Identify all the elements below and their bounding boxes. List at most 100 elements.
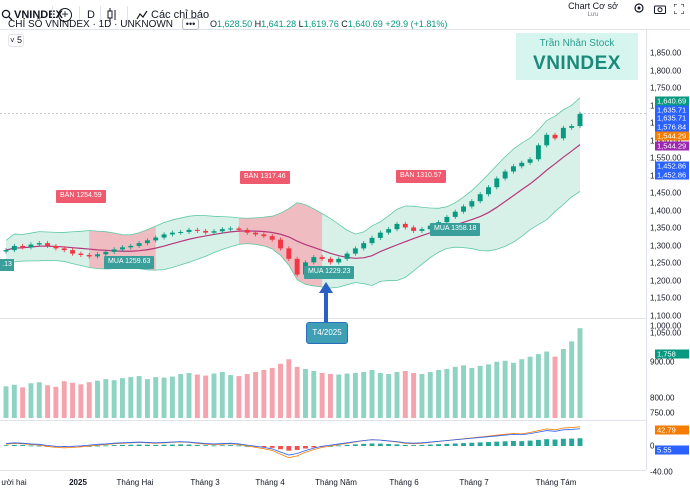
macd-histogram-bar — [111, 445, 117, 446]
open-label: O — [210, 19, 218, 29]
macd-histogram-bar — [186, 444, 192, 446]
candle-body — [444, 216, 450, 223]
left-price-tag: .13 — [0, 259, 14, 271]
volume-bar — [95, 380, 100, 418]
macd-histogram-bar — [120, 444, 125, 446]
candle-body — [61, 248, 67, 251]
volume-bar — [544, 351, 550, 418]
compare-add-icon[interactable]: + — [58, 8, 72, 22]
collapse-count: 5 — [17, 35, 23, 45]
candle-body — [95, 254, 100, 257]
candle-body — [419, 229, 425, 231]
volume-bar — [311, 370, 317, 418]
candle-body — [311, 257, 317, 263]
volume-bar — [203, 375, 209, 418]
volume-bar — [211, 373, 217, 418]
volume-bar — [535, 354, 541, 418]
volume-bar — [28, 383, 34, 418]
band-lower — [5, 191, 581, 289]
change-value: +29.9 (+1.81%) — [385, 19, 448, 29]
candle-body — [560, 127, 566, 139]
candle-body — [70, 250, 76, 254]
macd-histogram-bar — [344, 444, 350, 446]
candle-body — [411, 227, 417, 231]
indicators-icon[interactable] — [136, 9, 148, 21]
volume-bar — [236, 376, 242, 418]
price-tick: 1,400.00 — [650, 206, 682, 216]
volume-bar — [294, 366, 300, 418]
macd-histogram-bar — [95, 445, 100, 447]
volume-bar — [161, 377, 167, 418]
volume-bar — [53, 386, 59, 418]
price-tick: 900.00 — [650, 357, 675, 367]
macd-histogram-bar — [128, 444, 134, 446]
volume-bar — [169, 376, 175, 418]
volume-bar — [427, 372, 433, 418]
ohlc-values: O1,628.50 H1,641.28 L1,619.76 C1,640.69 … — [210, 19, 447, 29]
volume-pane-divider — [0, 318, 646, 319]
camera-icon[interactable] — [654, 4, 666, 14]
macd-histogram-bar — [336, 445, 342, 447]
candle-body — [269, 236, 275, 240]
macd-histogram-bar — [560, 438, 566, 446]
candle-body — [211, 231, 217, 233]
macd-signal-line — [5, 426, 581, 459]
search-icon[interactable] — [1, 9, 13, 21]
volume-bar — [369, 369, 375, 418]
macd-histogram-bar — [286, 446, 292, 451]
symbol-search[interactable]: VNINDEX — [14, 9, 63, 21]
price-tick: 1,200.00 — [650, 276, 682, 286]
volume-bar — [560, 349, 566, 418]
time-tick: Tháng Năm — [315, 478, 357, 487]
save-status: Lưu — [587, 12, 599, 18]
candle-body — [361, 243, 367, 249]
volume-bar — [552, 356, 558, 418]
chart-legend: CHỈ SỐ VNINDEX · 1D · UNKNOWN ••• O1,628… — [8, 18, 447, 30]
volume-bar — [61, 381, 67, 418]
candle-body — [510, 166, 516, 172]
volume-bar — [352, 373, 358, 418]
price-tag: 1,452.86 — [655, 170, 689, 180]
macd-histogram-bar — [219, 445, 225, 447]
gear-icon[interactable] — [633, 2, 645, 14]
time-tick: Tháng 3 — [190, 478, 220, 487]
price-tick: 1,250.00 — [650, 258, 682, 268]
price-tag: 1,452.86 — [655, 161, 689, 171]
candle-body — [45, 243, 51, 246]
macd-histogram-bar — [369, 443, 375, 446]
more-options-button[interactable]: ••• — [181, 18, 200, 30]
moving-average — [5, 144, 581, 259]
macd-histogram-bar — [3, 445, 9, 447]
macd-histogram-bar — [527, 440, 533, 446]
price-tag: 1,640.69 — [655, 96, 689, 106]
macd-histogram-bar — [436, 444, 442, 446]
toolbar-divider — [100, 6, 101, 24]
fullscreen-icon[interactable] — [674, 4, 684, 14]
macd-histogram-bar — [161, 444, 167, 446]
chart-layout-button[interactable]: Chart Cơ sở — [568, 1, 618, 11]
candle-body — [477, 194, 483, 202]
volume-bar — [402, 370, 408, 418]
volume-bar — [70, 382, 76, 418]
price-tick: 1,850.00 — [650, 48, 682, 58]
time-axis[interactable] — [0, 470, 646, 489]
macd-histogram-bar — [294, 446, 300, 450]
close-value: 1,640.69 — [347, 19, 383, 29]
interval-button[interactable]: D — [87, 9, 95, 21]
price-chart[interactable] — [0, 30, 646, 470]
candle-body — [386, 229, 392, 233]
volume-bar — [486, 364, 491, 418]
volume-bar — [461, 365, 466, 418]
volume-bar — [86, 382, 92, 418]
volume-bar — [469, 367, 475, 418]
macd-histogram-bar — [36, 445, 42, 447]
volume-bar — [103, 379, 109, 418]
candle-body — [352, 248, 358, 254]
volume-bar — [20, 387, 26, 418]
candle-style-icon[interactable] — [107, 8, 117, 22]
volume-bar — [253, 372, 259, 418]
macd-histogram-bar — [419, 444, 425, 446]
volume-bar — [361, 372, 367, 418]
legend-collapse-button[interactable]: ˅ 5 — [8, 34, 24, 47]
price-axis[interactable] — [646, 30, 690, 470]
